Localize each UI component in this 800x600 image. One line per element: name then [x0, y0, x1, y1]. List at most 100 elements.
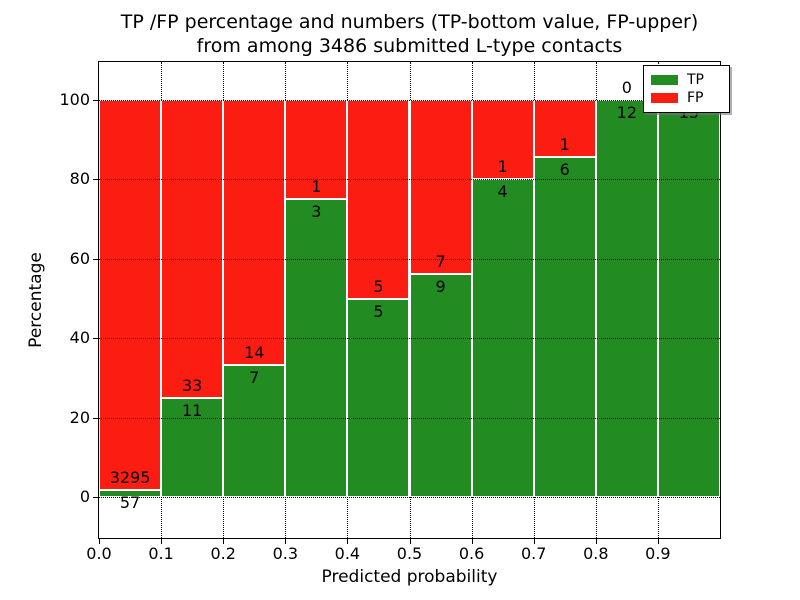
v-gridline [161, 100, 163, 497]
x-tick-mark [471, 539, 473, 544]
bar-segment-fp [347, 100, 410, 299]
v-gridline-top [471, 62, 473, 100]
tp-count-label: 3 [311, 202, 322, 222]
bar-segment-tp [285, 199, 348, 497]
bar-segment-tp [533, 156, 596, 497]
v-gridline-top [285, 62, 287, 100]
y-tick-mark [93, 417, 98, 419]
y-tick-mark [93, 338, 98, 340]
x-tick-mark [285, 539, 287, 544]
v-gridline [409, 100, 411, 497]
x-tick-label: 0.6 [458, 544, 485, 563]
bar-segment-fp [99, 100, 162, 491]
fp-count-label: 14 [244, 342, 265, 362]
v-gridline-top [347, 62, 349, 100]
v-gridline-top [533, 62, 535, 100]
y-tick-label: 20 [69, 407, 90, 427]
tp-color-swatch [651, 75, 678, 85]
bar-segment-fp [409, 100, 472, 274]
v-gridline-bottom [347, 497, 349, 538]
v-gridline-bottom [657, 497, 659, 538]
chart-title-line2: from among 3486 submitted L-type contact… [196, 35, 623, 57]
x-tick-mark [347, 539, 349, 544]
x-tick-mark [657, 539, 659, 544]
tp-count-label: 4 [497, 182, 508, 202]
bar-segment-tp [409, 273, 472, 497]
x-tick-mark [223, 539, 225, 544]
bar-segment-tp [99, 490, 162, 497]
v-gridline [223, 100, 225, 497]
tp-count-label: 57 [119, 493, 141, 513]
fp-count-label: 7 [435, 251, 446, 271]
x-tick-mark [533, 539, 535, 544]
v-gridline-top [409, 62, 411, 100]
legend-item-fp: FP [651, 89, 723, 107]
v-gridline-bottom [595, 497, 597, 538]
h-gridline [99, 179, 720, 181]
x-tick-label: 0.4 [334, 544, 361, 563]
x-tick-mark [409, 539, 411, 544]
v-gridline-bottom [533, 497, 535, 538]
tp-count-label: 12 [616, 103, 638, 122]
tp-count-label: 7 [249, 367, 260, 387]
v-gridline-bottom [285, 497, 287, 538]
y-tick-mark [93, 258, 98, 260]
x-tick-label: 0.1 [148, 544, 174, 563]
tp-count-label: 9 [435, 276, 446, 296]
fp-count-label: 1 [559, 134, 570, 154]
x-tick-label: 0.9 [645, 544, 671, 563]
bar-segment-tp [657, 100, 720, 497]
v-gridline [533, 100, 535, 497]
y-tick-mark [93, 497, 98, 498]
h-gridline [99, 258, 720, 260]
h-gridline [99, 338, 720, 340]
x-tick-label: 0.7 [520, 544, 547, 563]
chart-title: TP /FP percentage and numbers (TP-bottom… [99, 10, 720, 58]
h-gridline [99, 497, 720, 498]
fp-count-label: 1 [497, 157, 508, 177]
y-tick-label: 100 [59, 90, 90, 109]
y-tick-label: 40 [69, 328, 90, 348]
v-gridline [595, 100, 597, 497]
legend-label-fp: FP [687, 90, 704, 106]
bar-segment-fp [161, 100, 224, 398]
v-gridline [471, 100, 473, 497]
x-tick-mark [99, 539, 100, 544]
x-tick-label: 0.3 [272, 544, 299, 563]
legend-label-tp: TP [687, 72, 704, 88]
v-gridline-top [595, 62, 597, 100]
bar-segment-tp [595, 100, 658, 497]
x-tick-mark [161, 539, 163, 544]
h-gridline [99, 417, 720, 419]
v-gridline-top [223, 62, 225, 100]
fp-count-label: 3295 [109, 468, 151, 488]
x-tick-label: 0.2 [210, 544, 236, 563]
y-tick-mark [93, 100, 98, 101]
x-tick-mark [595, 539, 597, 544]
chart-title-line1: TP /FP percentage and numbers (TP-bottom… [120, 11, 699, 33]
x-tick-label: 0.8 [583, 544, 609, 563]
h-gridline [99, 100, 720, 101]
x-tick-label: 0.0 [86, 544, 112, 563]
y-tick-label: 60 [69, 248, 90, 268]
y-tick-mark [93, 179, 98, 181]
plot-area: 32955733111471355791416012015 [98, 61, 721, 539]
v-gridline [657, 100, 659, 497]
v-gridline-bottom [409, 497, 411, 538]
x-tick-label: 0.5 [396, 544, 423, 563]
v-gridline-top [161, 62, 163, 100]
bar-segment-fp [285, 100, 348, 200]
v-gridline [347, 100, 349, 497]
fp-count-label: 5 [373, 276, 384, 296]
v-gridline [285, 100, 287, 497]
y-tick-label: 0 [79, 487, 90, 506]
bar-segment-tp [347, 298, 410, 497]
tp-count-label: 11 [181, 400, 203, 420]
legend: TP FP [643, 65, 730, 113]
legend-item-tp: TP [651, 71, 723, 89]
bar-segment-fp [471, 100, 534, 180]
fp-count-label: 33 [181, 375, 203, 395]
y-tick-label: 80 [69, 169, 90, 189]
x-axis-label: Predicted probability [321, 567, 498, 587]
